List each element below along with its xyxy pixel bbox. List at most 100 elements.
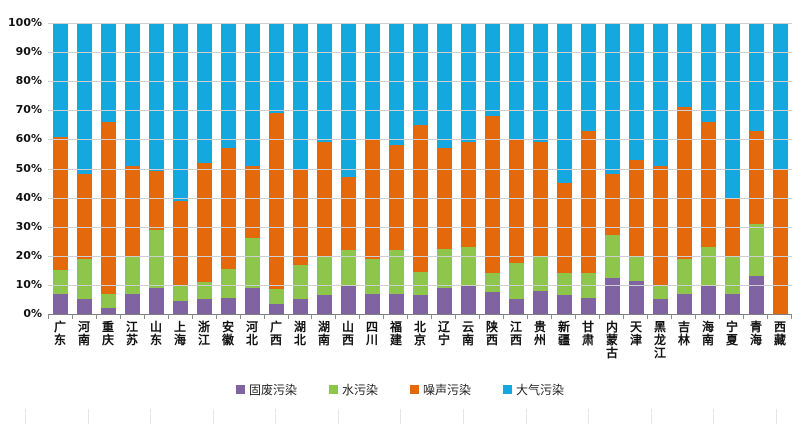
bar-segment-noise [700, 121, 716, 248]
gridline [48, 52, 792, 53]
bar-slot [120, 23, 144, 314]
bar-segment-noise [772, 169, 788, 314]
x-axis-label-char: 辽 [437, 320, 450, 334]
x-axis-tick [119, 314, 121, 319]
gridline [48, 198, 792, 199]
bar-slot [192, 23, 216, 314]
x-axis-label-char: 西 [773, 320, 786, 334]
bar-segment-noise [676, 107, 692, 259]
x-axis-tick [383, 314, 385, 319]
bar-2 [76, 23, 92, 314]
bar-26 [652, 23, 668, 314]
faint-tick [25, 409, 26, 424]
x-axis-label-char: 河 [77, 320, 90, 334]
bar-segment-solid-waste [316, 295, 332, 314]
x-axis-label-char: 内 [605, 320, 618, 334]
x-axis-label-char: 上 [173, 320, 186, 334]
bar-segment-solid-waste [292, 299, 308, 314]
bar-slot [216, 23, 240, 314]
faint-tick [463, 409, 465, 424]
bar-slot [288, 23, 312, 314]
bar-segment-noise [316, 142, 332, 256]
x-axis-label: 四川 [360, 321, 384, 360]
x-axis-label-char: 山 [341, 320, 354, 334]
bar-segment-noise [388, 145, 404, 250]
x-axis-label: 青海 [744, 321, 768, 360]
x-axis-label: 上海 [168, 321, 192, 360]
x-axis-label: 湖北 [288, 321, 312, 360]
bar-segment-noise [172, 200, 188, 285]
bar-segment-noise [484, 116, 500, 274]
bar-segment-noise [292, 168, 308, 265]
plot-area [48, 23, 792, 315]
bar-segment-noise [76, 174, 92, 259]
bar-segment-noise [340, 177, 356, 250]
legend-item-air: 大气污染 [503, 381, 564, 398]
bar-segment-solid-waste [388, 293, 404, 314]
bar-22 [556, 23, 572, 314]
legend-swatch-solid-waste [235, 385, 245, 394]
x-axis-label-char: 广 [269, 320, 282, 334]
x-axis-label: 海南 [696, 321, 720, 360]
x-axis-tick [718, 314, 720, 319]
x-axis-label-char: 夏 [725, 333, 738, 347]
x-axis-label-char: 徽 [221, 333, 234, 347]
bar-segment-water [100, 293, 116, 309]
gridline [48, 256, 792, 257]
bar-slot [144, 23, 168, 314]
x-axis-label-char: 浙 [197, 320, 210, 334]
x-axis-label-char: 宁 [725, 320, 738, 334]
bar-segment-air [148, 23, 164, 172]
gridline [48, 81, 792, 82]
y-axis-tick-label: 100% [8, 16, 42, 29]
bar-6 [172, 23, 188, 314]
legend-item-water: 水污染 [328, 381, 378, 398]
bar-segment-solid-waste [196, 299, 212, 314]
bar-slot [264, 23, 288, 314]
faint-tick [275, 409, 277, 424]
bar-slot [96, 23, 120, 314]
bar-31 [772, 23, 788, 314]
bar-segment-water [532, 257, 548, 291]
bar-segment-solid-waste [604, 277, 620, 314]
x-axis-tick [694, 314, 696, 319]
x-axis-label: 浙江 [192, 321, 216, 360]
bar-segment-air [196, 23, 212, 163]
bar-segment-solid-waste [124, 293, 140, 314]
x-axis-tick [598, 314, 600, 319]
bar-segment-water [724, 255, 740, 294]
faint-tick [400, 409, 402, 424]
x-axis-tick [766, 314, 768, 319]
y-axis-tick-label: 50% [15, 162, 42, 175]
x-axis-labels: 广东河南重庆江苏山东上海浙江安徽河北广西湖北湖南山西四川福建北京辽宁云南陕西江西… [48, 321, 792, 360]
x-axis-label: 吉林 [672, 321, 696, 360]
x-axis-label: 河北 [240, 321, 264, 360]
x-axis-label-char: 海 [173, 333, 186, 347]
bar-segment-water [52, 270, 68, 294]
bar-segment-water [412, 271, 428, 296]
faint-tick [87, 409, 89, 424]
x-axis-label-char: 州 [533, 333, 546, 347]
x-axis-label-char: 东 [149, 333, 162, 347]
bar-segment-noise [652, 165, 668, 285]
bar-segment-water [364, 258, 380, 294]
bar-7 [196, 23, 212, 314]
legend-item-solid-waste: 固废污染 [235, 381, 297, 398]
x-axis-tick [479, 314, 481, 319]
bar-segment-water [652, 284, 668, 300]
legend-swatch-air [503, 385, 513, 394]
x-axis-label: 辽宁 [432, 321, 456, 360]
x-axis-tick [335, 314, 337, 319]
x-axis-label-char: 南 [77, 333, 90, 347]
bar-slot [168, 23, 192, 314]
bar-segment-noise [100, 121, 116, 294]
x-axis-tick [215, 314, 217, 319]
bar-segment-noise [604, 174, 620, 236]
x-axis-label-char: 南 [461, 333, 474, 347]
x-axis-label: 云南 [456, 321, 480, 360]
bar-segment-water [676, 258, 692, 294]
x-axis-label-char: 福 [389, 320, 402, 334]
x-axis-label: 宁夏 [720, 321, 744, 360]
bar-segment-solid-waste [460, 284, 476, 314]
bar-segment-solid-waste [580, 298, 596, 314]
